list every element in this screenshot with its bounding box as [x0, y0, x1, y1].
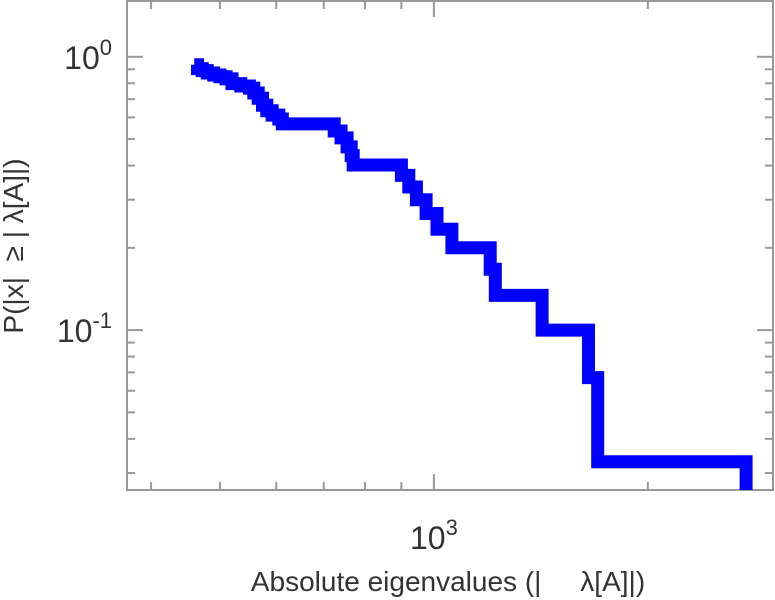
- y-tick-label: 10-1: [57, 308, 112, 349]
- tick-labels: 103 100 10-1: [57, 35, 458, 556]
- plot-area-frame: [126, 0, 774, 491]
- x-axis-label: Absolute eigenvalues (| λ[A]|): [251, 566, 645, 597]
- data-layer: [191, 58, 753, 490]
- y-axis-label: P(|x| ≥ | λ[A]|): [0, 158, 29, 333]
- ccdf-series-line-0: [191, 58, 753, 490]
- x-tick-label: 103: [410, 515, 458, 556]
- axis-ticks: [127, 1, 774, 490]
- y-tick-label: 100: [64, 35, 112, 76]
